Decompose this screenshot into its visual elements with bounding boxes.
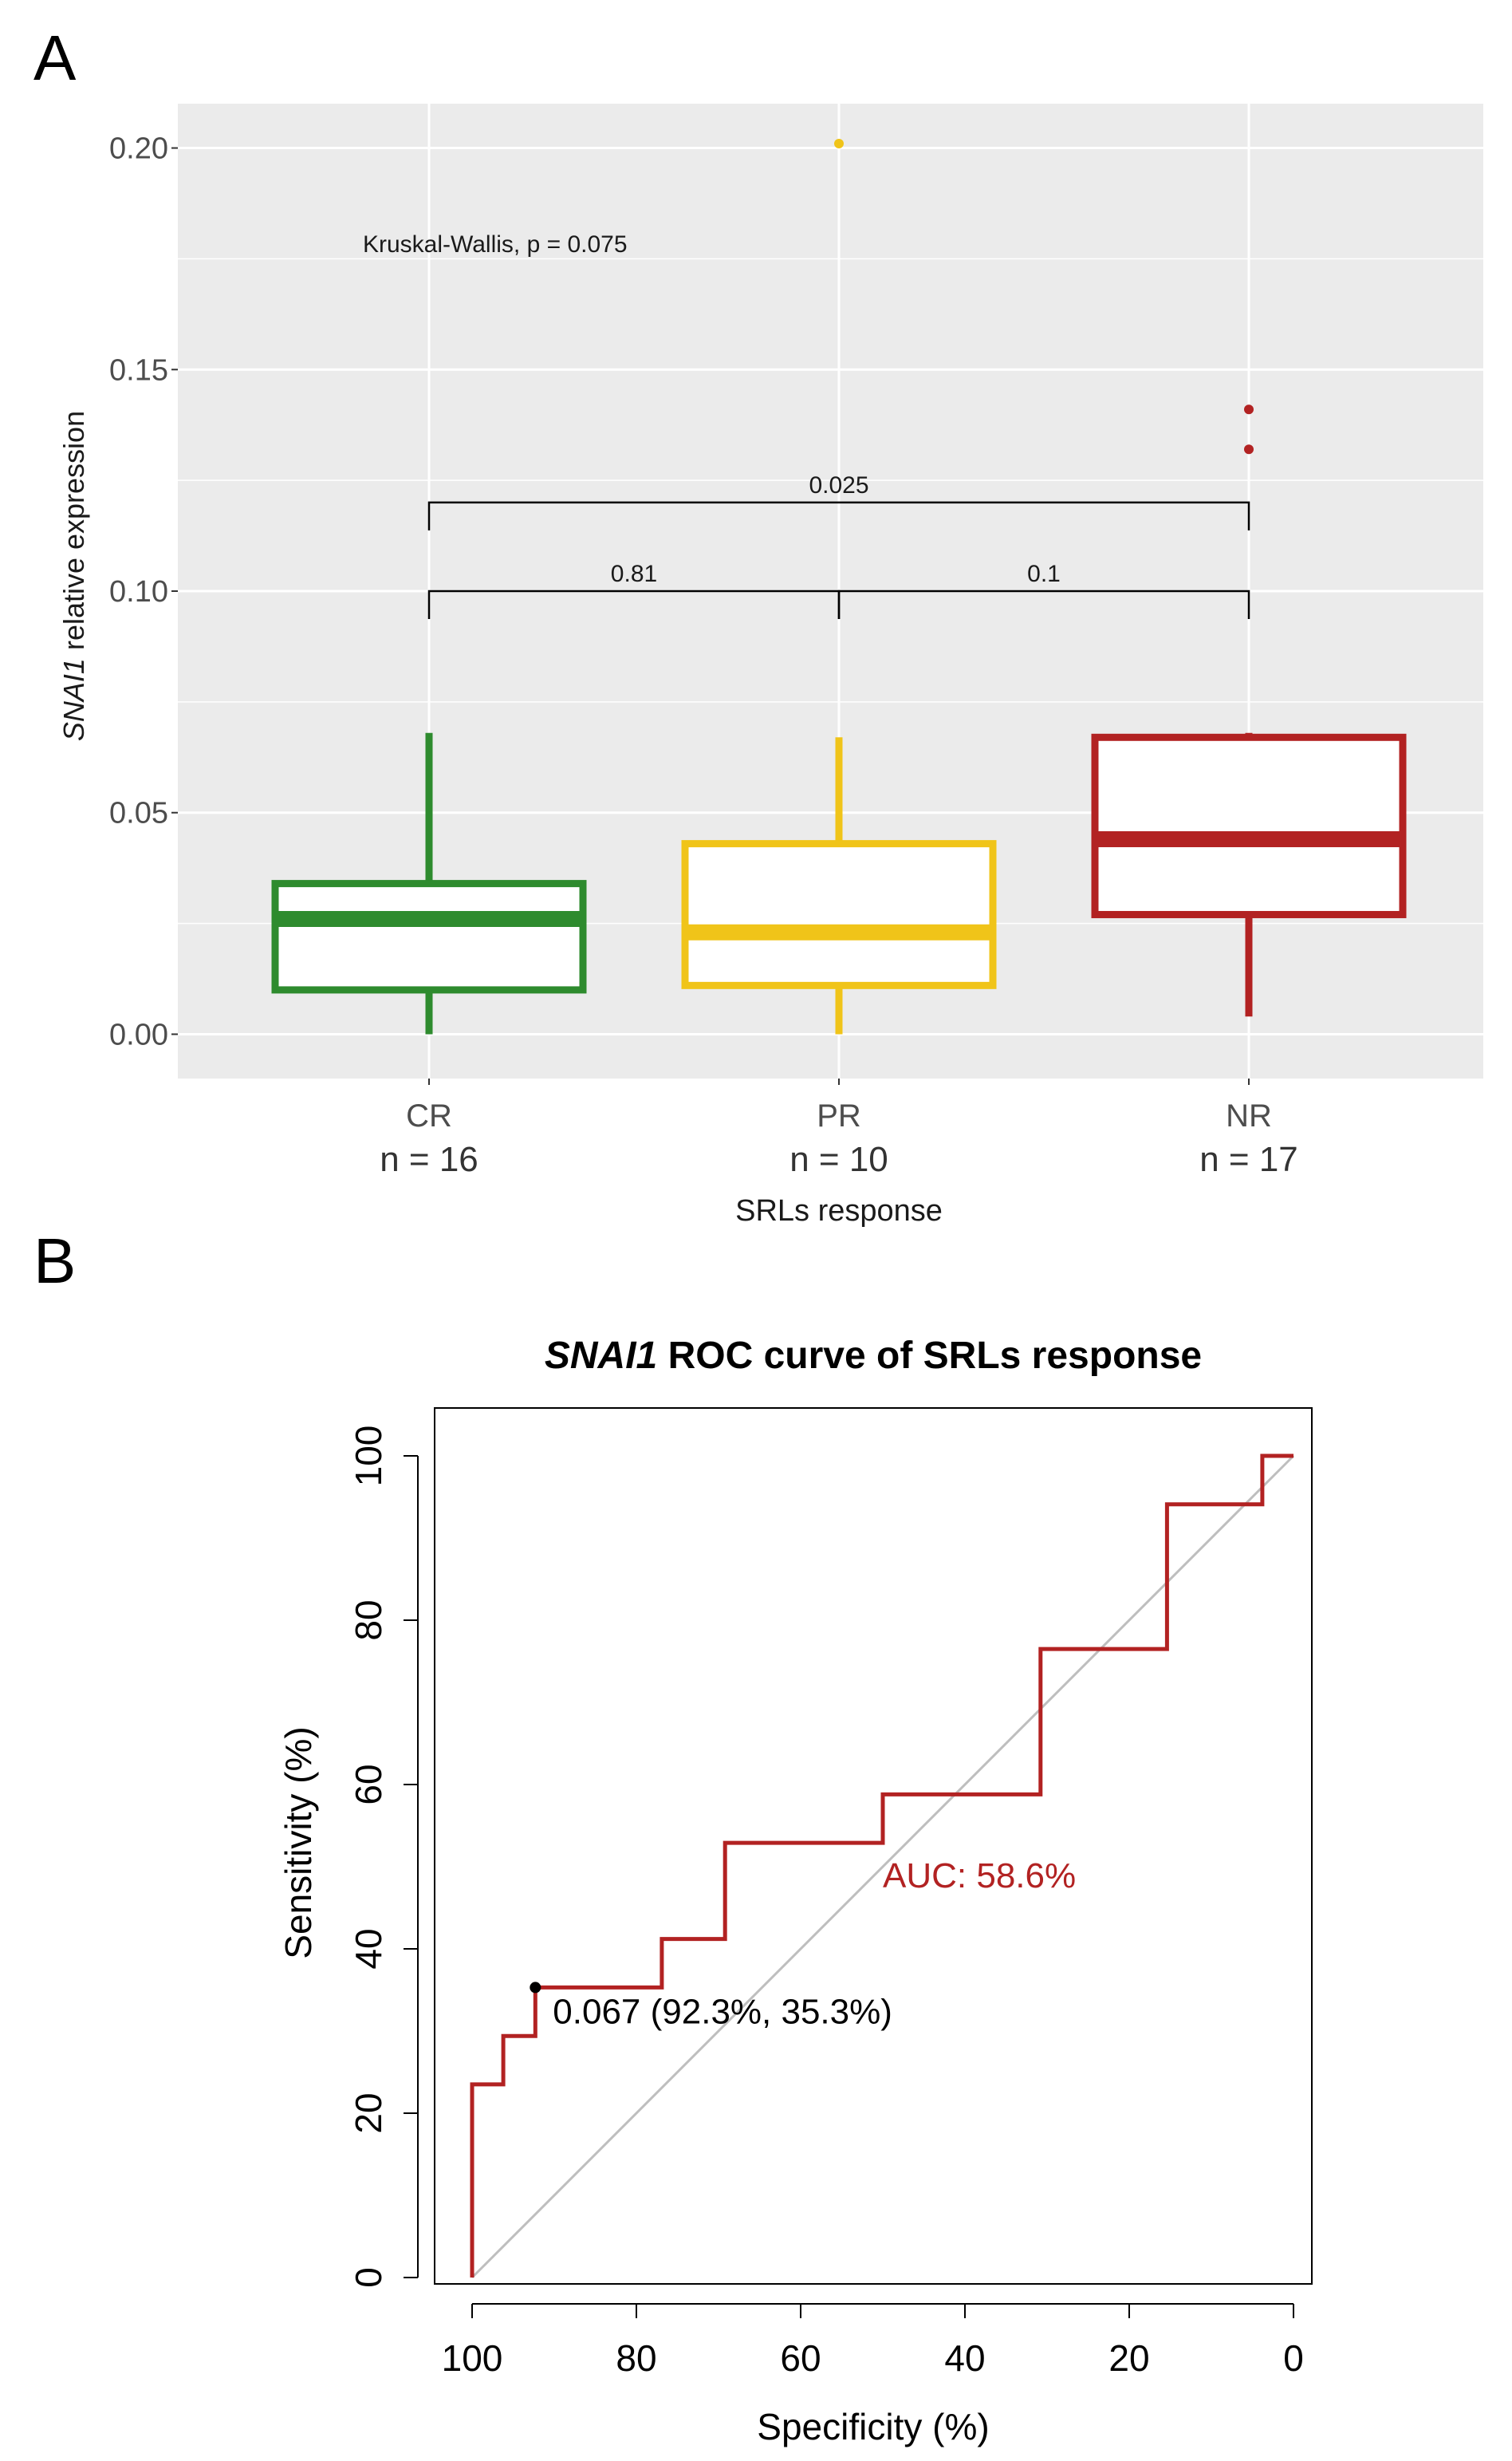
comparison-bracket <box>837 590 1250 619</box>
outlier-point <box>1244 444 1254 455</box>
y-tick-label: 0.10 <box>109 575 168 609</box>
reference-diagonal <box>471 1454 1295 2279</box>
outliers <box>834 138 1254 455</box>
comparison-p-value: 0.1 <box>1027 561 1061 587</box>
y-axis-title: Sensitivity (%) <box>278 1726 319 1958</box>
y-axis-title-italic: SNAI1 <box>57 658 90 741</box>
kruskal-wallis-label: Kruskal-Wallis, p = 0.075 <box>363 231 628 258</box>
roc-chart: SNAI1 ROC curve of SRLs response 0.067 (… <box>278 1335 1313 2447</box>
y-tick-label: 100 <box>348 1426 389 1487</box>
comparison-p-value: 0.025 <box>809 472 868 499</box>
y-axis-title-rest: relative expression <box>57 411 90 658</box>
plot-frame <box>434 1407 1313 2285</box>
y-axis: 0.00 0.05 0.10 0.15 0.20 <box>109 132 178 1051</box>
auc-label: AUC: 58.6% <box>883 1856 1076 1895</box>
y-tick-label: 40 <box>348 1928 389 1969</box>
box <box>1091 733 1407 918</box>
y-axis: 0 20 40 60 80 100 <box>348 1426 419 2288</box>
box <box>681 840 997 989</box>
x-axis: CR n = 16 PR n = 10 NR n = 17 <box>380 1079 1298 1179</box>
x-tick-label: NR <box>1226 1098 1272 1134</box>
roc-title-italic: SNAI1 <box>545 1335 657 1377</box>
y-tick-label: 60 <box>348 1764 389 1804</box>
sample-count-label: n = 17 <box>1199 1140 1298 1179</box>
y-tick-label: 0.15 <box>109 353 168 387</box>
x-tick-label: CR <box>406 1098 452 1134</box>
x-tick-label: 100 <box>442 2337 503 2379</box>
y-tick-label: 0.20 <box>109 132 168 166</box>
roc-title-rest: ROC curve of SRLs response <box>657 1335 1202 1377</box>
y-tick-label: 0.05 <box>109 797 168 830</box>
x-tick-label: 80 <box>616 2337 656 2379</box>
panel-label-a: A <box>33 22 77 93</box>
comparison-p-value: 0.81 <box>611 561 657 587</box>
boxplot-chart: 0.00 0.05 0.10 0.15 0.20 0.025 0.81 0.1 Kruska… <box>57 104 1483 1228</box>
best-threshold-point <box>530 1982 541 1994</box>
x-axis-title: Specificity (%) <box>757 2406 989 2447</box>
sample-count-label: n = 10 <box>789 1140 888 1179</box>
y-tick-label: 20 <box>348 2092 389 2133</box>
comparison-brackets: 0.025 0.81 0.1 <box>427 472 1250 619</box>
box <box>271 880 587 994</box>
x-tick-label: 40 <box>944 2337 985 2379</box>
outlier-point <box>834 138 844 148</box>
roc-curve <box>470 1453 1293 2278</box>
x-tick-label: PR <box>817 1098 861 1134</box>
panel-label-b: B <box>33 1225 76 1296</box>
best-threshold-label: 0.067 (92.3%, 35.3%) <box>553 1992 892 2031</box>
y-axis-title: SNAI1 relative expression <box>57 411 90 741</box>
x-tick-label: 60 <box>780 2337 821 2379</box>
roc-title: SNAI1 ROC curve of SRLs response <box>545 1335 1202 1377</box>
x-tick-label: 20 <box>1108 2337 1149 2379</box>
boxes <box>271 732 1407 1035</box>
x-axis: 100 80 60 40 20 0 <box>442 2303 1304 2379</box>
x-tick-label: 0 <box>1283 2337 1304 2379</box>
y-tick-label: 0.00 <box>109 1018 168 1051</box>
sample-count-label: n = 16 <box>380 1140 478 1179</box>
comparison-bracket <box>427 501 1250 530</box>
x-axis-title: SRLs response <box>735 1194 943 1228</box>
gridlines <box>178 104 1483 1079</box>
outlier-point <box>1244 404 1254 415</box>
y-tick-label: 80 <box>348 1599 389 1640</box>
y-tick-label: 0 <box>348 2267 389 2288</box>
